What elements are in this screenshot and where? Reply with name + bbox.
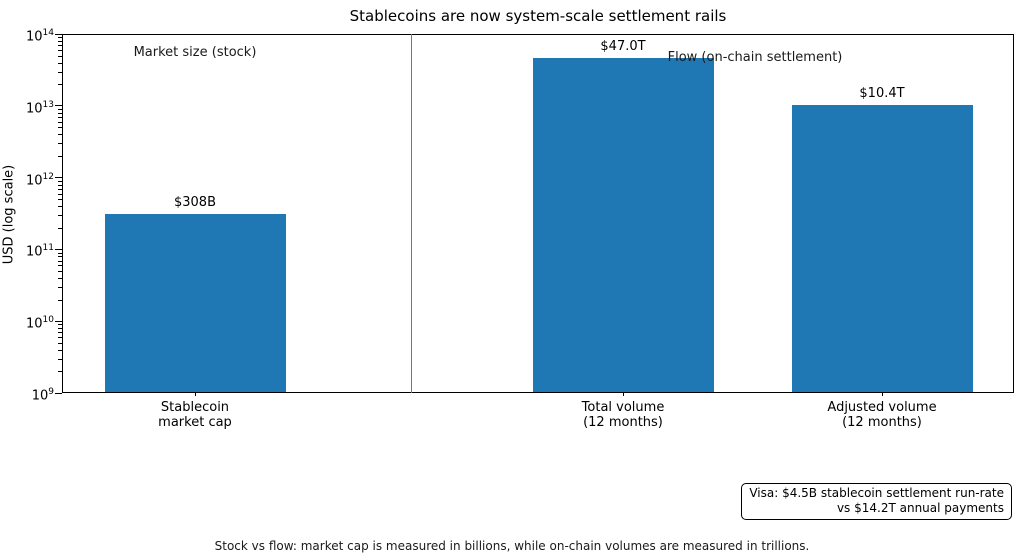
y-minor-tick-mark (58, 37, 62, 39)
y-minor-tick-mark (58, 324, 62, 326)
visa-annotation-box: Visa: $4.5B stablecoin settlement run-ra… (741, 483, 1012, 520)
y-minor-tick-mark (58, 121, 62, 123)
stock-flow-divider-line (411, 34, 412, 393)
y-minor-tick-mark (58, 271, 62, 272)
y-minor-tick-mark (58, 286, 62, 288)
y-minor-tick-mark (58, 155, 62, 157)
y-minor-tick-mark (58, 193, 62, 195)
x-tick-mark (623, 392, 624, 396)
y-minor-tick-mark (58, 265, 62, 267)
y-minor-tick-mark (58, 328, 62, 330)
y-minor-tick-mark (58, 358, 62, 360)
y-major-tick-mark (55, 33, 62, 35)
y-tick-label: 1014 (26, 28, 54, 45)
y-tick-label: 109 (31, 387, 54, 404)
y-tick-label: 1013 (26, 99, 54, 117)
flow-group-annotation: Flow (on-chain settlement) (667, 50, 843, 65)
y-minor-tick-mark (58, 256, 62, 258)
y-minor-tick-mark (58, 349, 62, 351)
visa-annotation-line1: Visa: $4.5B stablecoin settlement run-ra… (749, 486, 1004, 500)
y-major-tick-mark (55, 320, 62, 322)
bar-value-label: $47.0T (600, 38, 646, 54)
y-minor-tick-mark (58, 143, 62, 145)
bar (532, 57, 714, 392)
y-minor-tick-mark (58, 55, 62, 57)
x-tick-mark (195, 392, 196, 396)
y-minor-tick-mark (58, 71, 62, 73)
x-tick-label: Total volume (12 months) (581, 400, 665, 430)
bar (791, 104, 973, 392)
y-tick-label: 1012 (26, 171, 54, 188)
chart-title: Stablecoins are now system-scale settlem… (349, 7, 727, 25)
y-axis-label: USD (log scale) (1, 164, 17, 265)
y-minor-tick-mark (58, 215, 62, 217)
visa-annotation-line2: vs $14.2T annual payments (836, 501, 1004, 515)
y-minor-tick-mark (58, 116, 62, 118)
y-major-tick-mark (55, 248, 62, 250)
y-minor-tick-mark (58, 180, 62, 182)
y-minor-tick-mark (58, 199, 62, 201)
y-minor-tick-mark (58, 134, 62, 136)
y-minor-tick-mark (58, 227, 62, 229)
y-minor-tick-mark (58, 188, 62, 190)
y-minor-tick-mark (58, 206, 62, 208)
y-minor-tick-mark (58, 260, 62, 262)
y-minor-tick-mark (58, 337, 62, 339)
x-tick-label: Stablecoin market cap (158, 400, 232, 430)
y-major-tick-mark (55, 177, 62, 179)
x-tick-mark (882, 392, 883, 396)
y-minor-tick-mark (58, 49, 62, 51)
x-tick-label: Adjusted volume (12 months) (827, 400, 937, 430)
y-minor-tick-mark (58, 127, 62, 129)
y-minor-tick-mark (58, 184, 62, 186)
y-major-tick-mark (55, 105, 62, 107)
y-minor-tick-mark (58, 332, 62, 334)
y-minor-tick-mark (58, 62, 62, 64)
y-minor-tick-mark (58, 342, 62, 344)
footnote-caption: Stock vs flow: market cap is measured in… (214, 539, 810, 553)
y-minor-tick-mark (58, 371, 62, 373)
y-minor-tick-mark (58, 277, 62, 279)
y-minor-tick-mark (58, 112, 62, 114)
y-minor-tick-mark (58, 252, 62, 254)
y-minor-tick-mark (58, 299, 62, 301)
y-tick-label: 1011 (26, 243, 54, 260)
stock-group-annotation: Market size (stock) (133, 45, 257, 60)
y-minor-tick-mark (58, 109, 62, 111)
y-tick-label: 1010 (26, 315, 54, 332)
y-major-tick-mark (55, 392, 62, 394)
bar-value-label: $10.4T (859, 85, 905, 101)
bar (104, 214, 286, 392)
bar-value-label: $308B (173, 195, 216, 211)
y-minor-tick-mark (58, 45, 62, 47)
y-minor-tick-mark (58, 84, 62, 86)
y-minor-tick-mark (58, 40, 62, 42)
